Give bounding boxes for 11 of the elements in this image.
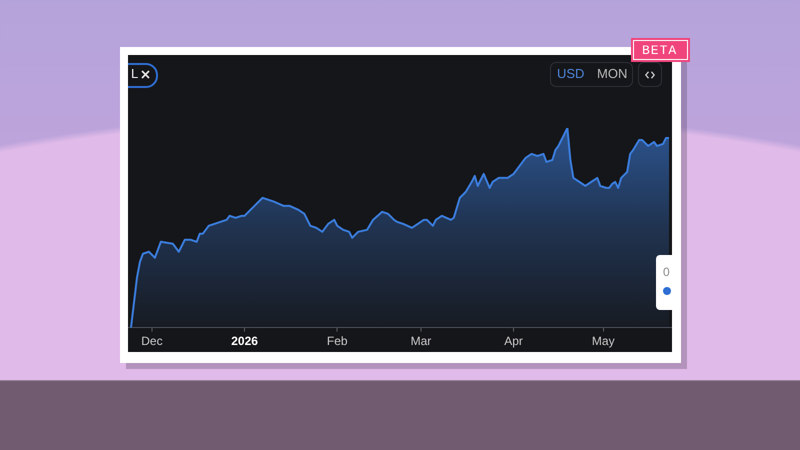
annotation: 0 [663, 265, 670, 279]
x-tick-label: Dec [141, 334, 163, 348]
x-tick-label: May [592, 334, 615, 348]
x-tick-label: Mar [410, 334, 432, 348]
x-tick-label: 2026 [231, 334, 258, 348]
text: USD [557, 66, 584, 82]
text: L [131, 66, 138, 82]
text: BETA [642, 43, 678, 58]
x-tick-label: Apr [504, 334, 523, 348]
x-tick-label: Feb [326, 334, 348, 348]
text: MON [597, 66, 628, 82]
